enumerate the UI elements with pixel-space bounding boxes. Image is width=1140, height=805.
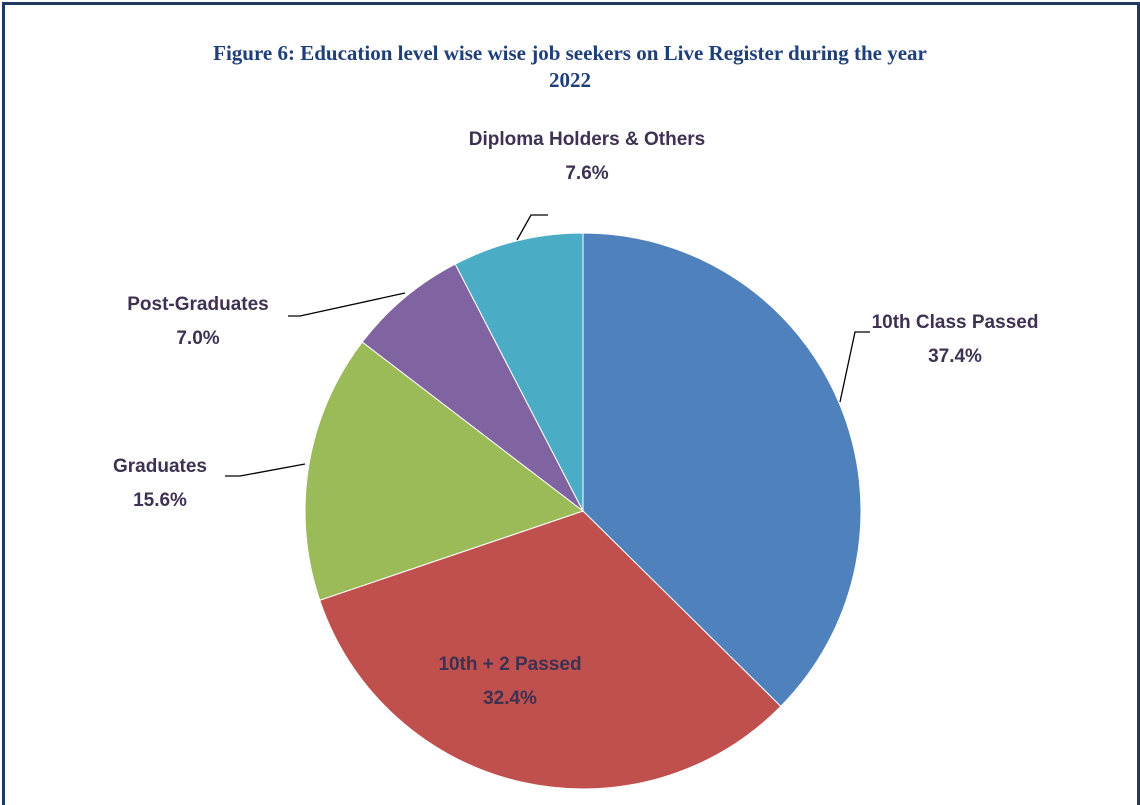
slice-label: Post-Graduates 7.0% [88,288,308,356]
category-label: Diploma Holders & Others [468,129,706,150]
chart-title: Figure 6: Education level wise wise job … [213,41,927,92]
value-label: 32.4% [483,688,537,709]
slice-label: 10th + 2 Passed 32.4% [390,648,630,716]
category-label: Graduates [113,456,207,477]
category-label: Post-Graduates [127,294,269,315]
pie-slice [304,341,585,601]
leader-line [839,331,870,403]
slice-label: Diploma Holders & Others 7.6% [462,123,712,191]
slice-label: Graduates 15.6% [60,450,260,518]
pie-slice [582,232,862,708]
pie [304,232,862,789]
leader-line [516,214,548,241]
pie-slice [319,510,782,789]
leader-line [225,463,306,477]
category-label: 10th + 2 Passed [438,654,582,675]
value-label: 37.4% [928,346,982,367]
leader-line [288,292,406,317]
pie-slice [361,263,584,512]
value-label: 15.6% [133,490,187,511]
category-label: 10th Class Passed [871,312,1039,333]
pie-slice [454,232,584,512]
slice-label: 10th Class Passed 37.4% [840,306,1070,374]
leader-lines [225,214,870,477]
value-label: 7.6% [565,163,609,184]
value-label: 7.0% [176,328,220,349]
